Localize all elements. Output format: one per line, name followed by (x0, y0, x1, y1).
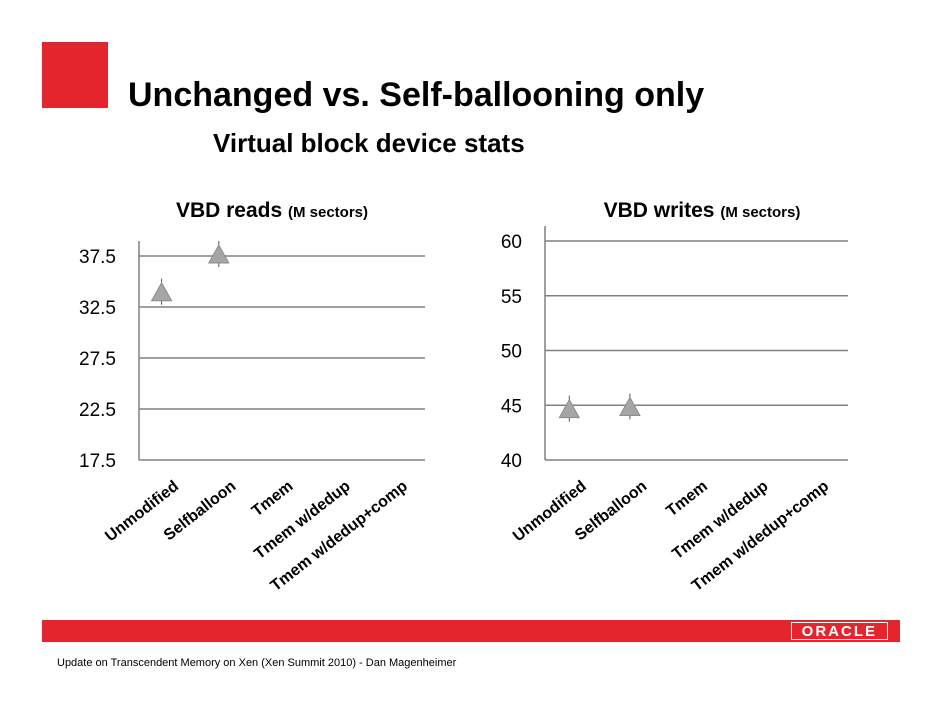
footer-text: Update on Transcendent Memory on Xen (Xe… (57, 657, 457, 669)
y-tick-label-writes: 45 (501, 396, 522, 417)
oracle-logo: ORACLE (790, 622, 888, 640)
y-tick-label-reads: 17.5 (79, 451, 116, 472)
y-tick-label-writes: 50 (501, 342, 522, 363)
y-tick-label-writes: 55 (501, 287, 522, 308)
slide-title: Unchanged vs. Self-ballooning only (128, 76, 705, 114)
data-point-reads (150, 281, 173, 302)
data-point-reads (207, 243, 230, 264)
chart-title-unit-writes: (M sectors) (720, 204, 800, 221)
chart-title-main-writes: VBD writes (604, 199, 721, 222)
y-tick-label-reads: 37.5 (79, 247, 116, 268)
red-accent-square (42, 42, 108, 108)
chart-title-main-reads: VBD reads (176, 199, 288, 222)
data-point-writes (558, 398, 581, 419)
footer-bar: ORACLE (42, 620, 900, 642)
x-tick-label-reads: Tmem (249, 478, 297, 520)
y-tick-label-writes: 40 (501, 451, 522, 472)
charts-canvas: VBD reads (M sectors) 37.5 32.5 27.5 22.5 17.… (79, 199, 848, 595)
y-tick-label-reads: 32.5 (79, 298, 116, 319)
x-tick-label-writes: Tmem (663, 478, 711, 520)
chart-title-reads: VBD reads (M sectors) (176, 199, 368, 222)
y-tick-label-reads: 27.5 (79, 349, 116, 370)
x-tick-label-reads: Tmem w/dedup (251, 478, 353, 563)
data-point-writes (619, 396, 641, 416)
chart-title-unit-reads: (M sectors) (288, 204, 368, 221)
y-tick-label-writes: 60 (501, 232, 522, 253)
chart-title-writes: VBD writes (M sectors) (604, 199, 801, 222)
slide-subtitle: Virtual block device stats (213, 128, 525, 158)
y-tick-label-reads: 22.5 (79, 400, 116, 421)
